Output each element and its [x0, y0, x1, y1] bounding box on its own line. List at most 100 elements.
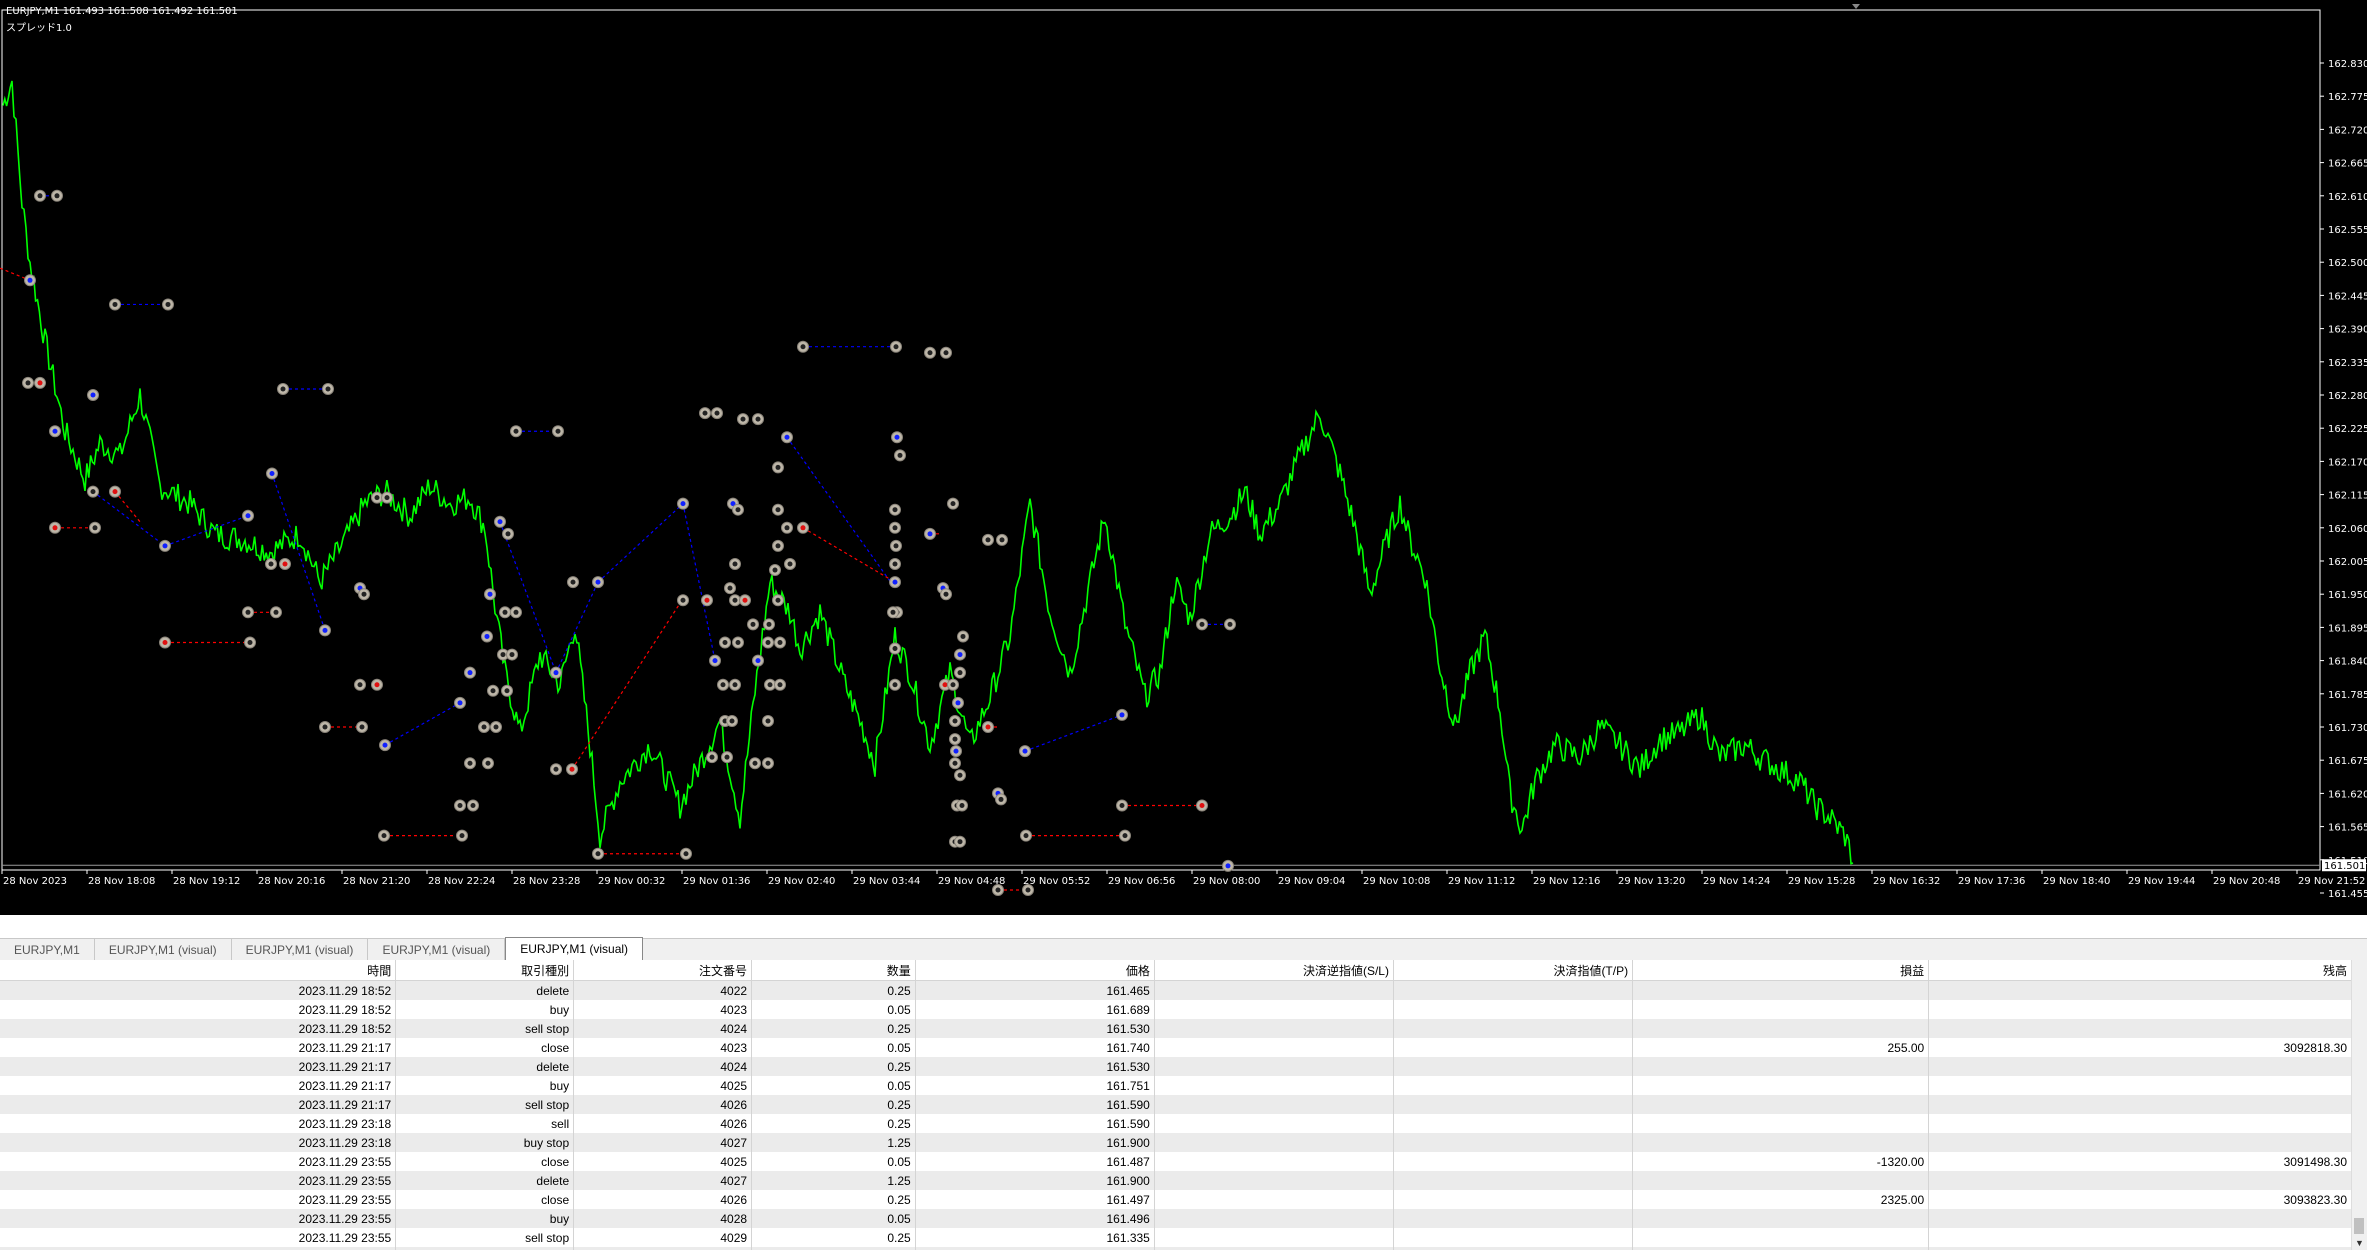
price-tick-label: 161.565: [2328, 823, 2367, 834]
chart-symbol-info: EURJPY,M1 161.493 161.508 161.492 161.50…: [6, 6, 238, 17]
table-cell: [1393, 1152, 1634, 1171]
table-row[interactable]: 2023.11.29 23:59close at stop40280.05161…: [0, 1247, 2352, 1250]
table-cell: [1632, 1171, 1930, 1190]
table-cell: 161.497: [915, 1190, 1155, 1209]
order-dot-icon: [957, 670, 963, 676]
sell-arrow-icon: [374, 682, 380, 688]
table-cell: 161.740: [915, 1038, 1155, 1057]
table-row[interactable]: 2023.11.29 21:17 sell stop 4026 0.25 161.590: [0, 1095, 2352, 1114]
table-cell: 2023.11.29 23:18: [0, 1133, 397, 1152]
tab-eurjpy-m1[interactable]: EURJPY,M1: [0, 939, 95, 960]
price-chart[interactable]: 162.830 162.775 162.720 162.665 162.610 162.5…: [0, 0, 2367, 915]
column-header[interactable]: 残高: [1928, 960, 2352, 981]
tab-eurjpy-m1-visual[interactable]: EURJPY,M1 (visual): [95, 939, 232, 960]
price-tick-label: 162.335: [2328, 358, 2367, 369]
buy-trade-link: [555, 581, 599, 673]
tab-eurjpy-m1-visual[interactable]: EURJPY,M1 (visual): [368, 939, 506, 960]
order-dot-icon: [960, 633, 966, 639]
price-tick-label: 162.720: [2328, 125, 2367, 136]
order-dot-icon: [959, 802, 965, 808]
table-scrollbar[interactable]: ▼: [2351, 960, 2367, 1250]
table-row[interactable]: 2023.11.29 23:55 close 4026 0.25 161.497 2325…: [0, 1190, 2352, 1209]
column-header[interactable]: 数量: [751, 960, 916, 981]
buy-arrow-icon: [484, 633, 490, 639]
buy-arrow-icon: [322, 627, 328, 633]
table-row[interactable]: 2023.11.29 21:17 close 4023 0.05 161.740 255.…: [0, 1038, 2352, 1057]
time-tick-label: 29 Nov 20:48: [2213, 876, 2280, 887]
column-header[interactable]: 価格: [915, 960, 1155, 981]
order-dot-icon: [750, 621, 756, 627]
buy-trade-link: [499, 521, 557, 673]
sell-arrow-icon: [742, 597, 748, 603]
table-cell: buy: [395, 1076, 575, 1095]
order-dot-icon: [1023, 833, 1029, 839]
table-cell: sell stop: [395, 1228, 575, 1247]
table-row[interactable]: 2023.11.29 23:55 close 4025 0.05 161.487 -132…: [0, 1152, 2352, 1171]
buy-arrow-icon: [595, 579, 601, 585]
table-row[interactable]: 2023.11.29 18:52 buy 4023 0.05 161.689: [0, 1000, 2352, 1019]
tab-eurjpy-m1-visual[interactable]: EURJPY,M1 (visual): [232, 939, 369, 960]
order-dot-icon: [1122, 833, 1128, 839]
buy-arrow-icon: [457, 700, 463, 706]
table-row[interactable]: 2023.11.29 23:55 delete 4027 1.25 161.900: [0, 1171, 2352, 1190]
order-dot-icon: [765, 760, 771, 766]
table-cell: 161.530: [915, 1019, 1155, 1038]
tab-eurjpy-m1-visual-active[interactable]: EURJPY,M1 (visual): [505, 937, 644, 961]
order-dot-icon: [772, 567, 778, 573]
table-row[interactable]: 2023.11.29 18:52 sell stop 4024 0.25 161.530: [0, 1019, 2352, 1038]
table-cell: 2023.11.29 23:55: [0, 1209, 397, 1228]
table-cell: 161.751: [915, 1076, 1155, 1095]
table-cell: delete: [395, 980, 575, 1000]
column-header[interactable]: 決済指値(T/P): [1393, 960, 1634, 981]
column-header[interactable]: 決済逆指値(S/L): [1154, 960, 1394, 981]
table-row[interactable]: 2023.11.29 23:55 buy 4028 0.05 161.496: [0, 1209, 2352, 1228]
buy-arrow-icon: [957, 652, 963, 658]
order-dot-icon: [777, 639, 783, 645]
table-row[interactable]: 2023.11.29 23:55 sell stop 4029 0.25 161.335: [0, 1228, 2352, 1247]
order-dot-icon: [893, 344, 899, 350]
table-row[interactable]: 2023.11.29 23:18 buy stop 4027 1.25 161.900: [0, 1133, 2352, 1152]
current-price-box: [2322, 859, 2366, 872]
scrollbar-thumb[interactable]: [2354, 1218, 2364, 1234]
order-dot-icon: [752, 760, 758, 766]
table-cell: -1320.00: [1632, 1152, 1930, 1171]
buy-arrow-icon: [382, 742, 388, 748]
order-dot-icon: [892, 646, 898, 652]
price-tick-label: 161.895: [2328, 623, 2367, 634]
table-cell: 4024: [573, 1057, 753, 1076]
column-header[interactable]: 取引種別: [395, 960, 575, 981]
buy-arrow-icon: [90, 392, 96, 398]
order-dot-icon: [957, 839, 963, 845]
table-row[interactable]: 2023.11.29 21:17 delete 4024 0.25 161.530: [0, 1057, 2352, 1076]
table-cell: 3091498.30: [1928, 1152, 2352, 1171]
buy-arrow-icon: [927, 531, 933, 537]
sell-arrow-icon: [569, 766, 575, 772]
column-header[interactable]: 損益: [1632, 960, 1930, 981]
table-cell: 161.487: [915, 1152, 1155, 1171]
table-cell: [1393, 1000, 1634, 1019]
order-dot-icon: [54, 193, 60, 199]
column-header[interactable]: 注文番号: [573, 960, 753, 981]
order-dot-icon: [727, 585, 733, 591]
column-header[interactable]: 時間: [0, 960, 397, 981]
table-cell: 2023.11.29 21:17: [0, 1057, 397, 1076]
price-tick-label: 162.060: [2328, 524, 2367, 535]
price-tick-label: 161.950: [2328, 590, 2367, 601]
table-row[interactable]: 2023.11.29 21:17 buy 4025 0.05 161.751: [0, 1076, 2352, 1095]
time-tick-label: 29 Nov 04:48: [938, 876, 1005, 887]
buy-arrow-icon: [894, 434, 900, 440]
order-dot-icon: [775, 543, 781, 549]
table-cell: buy: [395, 1209, 575, 1228]
price-tick-label: 162.830: [2328, 59, 2367, 70]
scroll-down-icon[interactable]: ▼: [2355, 1238, 2364, 1248]
order-dot-icon: [493, 724, 499, 730]
sell-trade-link: [114, 491, 141, 523]
chart-canvas[interactable]: 162.830 162.775 162.720 162.665 162.610 162.5…: [0, 0, 2367, 915]
table-row[interactable]: 2023.11.29 23:18 sell 4026 0.25 161.590: [0, 1114, 2352, 1133]
order-dot-icon: [683, 851, 689, 857]
table-row[interactable]: 2023.11.29 18:52 delete 4022 0.25 161.465: [0, 980, 2352, 1000]
buy-arrow-icon: [245, 513, 251, 519]
buy-arrow-icon: [553, 670, 559, 676]
table-cell: 2023.11.29 18:52: [0, 1019, 397, 1038]
time-tick-label: 29 Nov 21:52: [2298, 876, 2365, 887]
